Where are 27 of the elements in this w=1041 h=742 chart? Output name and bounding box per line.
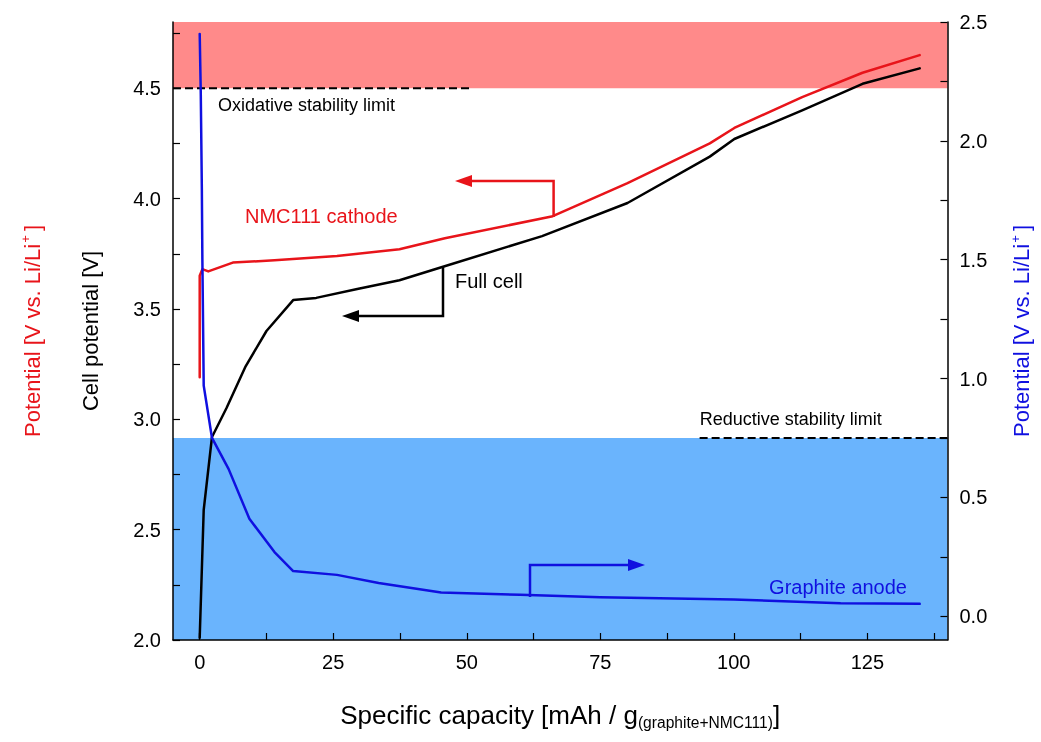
y2-tick-label: 0.5 — [959, 486, 988, 509]
series-label: Full cell — [455, 270, 523, 292]
y2-tick-label: 1.5 — [959, 248, 988, 271]
y-tick-label: 4.5 — [133, 77, 161, 100]
y-tick-label: 2.0 — [133, 629, 161, 651]
y2-tick-label: 2.0 — [959, 129, 988, 152]
y2-tick-label: 1.0 — [959, 367, 988, 390]
line-series — [198, 53, 921, 379]
y-tick-label: 2.5 — [133, 518, 161, 541]
x-tick-label: 0 — [194, 651, 206, 673]
y-tick-label: 4.0 — [133, 187, 161, 210]
y2-axis-title: Potential [V vs. Li/Li+] — [1008, 224, 1035, 438]
y-tick-label: 3.5 — [133, 297, 161, 320]
text: Potential [V vs. Li/Li+] — [18, 224, 45, 438]
y2-tick-label: 0.0 — [959, 605, 988, 628]
y2-tick-label: 2.5 — [959, 11, 988, 33]
ref-line-label: Reductive stability limit — [699, 408, 882, 429]
x-tick-label: 75 — [589, 651, 612, 673]
x-tick-label: 50 — [455, 651, 478, 673]
ref-line-label: Oxidative stability limit — [218, 95, 396, 116]
y-tick-label: 3.0 — [133, 408, 161, 431]
series-label: Graphite anode — [769, 576, 907, 598]
x-tick-label: 100 — [717, 651, 751, 673]
x-tick-label: 25 — [322, 651, 345, 673]
x-tick-label: 125 — [850, 651, 885, 673]
y-axis-title: Cell potential [V] — [77, 250, 103, 412]
series-label: NMC111 cathode — [245, 205, 398, 227]
